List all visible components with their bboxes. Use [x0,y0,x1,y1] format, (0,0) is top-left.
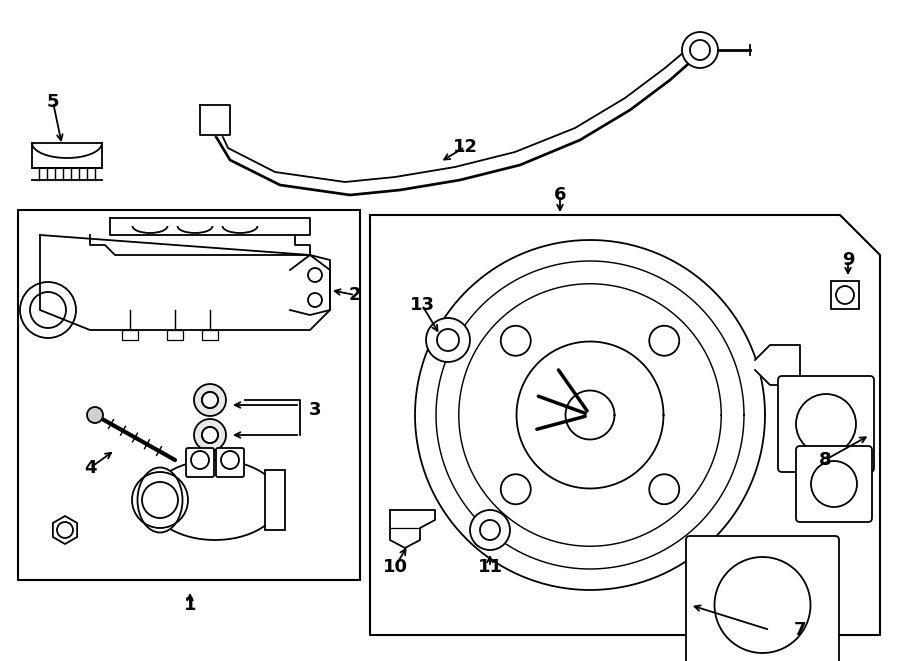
FancyBboxPatch shape [796,446,872,522]
Wedge shape [194,419,226,451]
Text: 5: 5 [47,93,59,111]
Text: 3: 3 [309,401,321,419]
Polygon shape [755,345,800,385]
Wedge shape [194,384,226,416]
Text: 13: 13 [410,296,435,314]
Ellipse shape [150,460,280,540]
Polygon shape [90,235,310,255]
Polygon shape [200,105,230,135]
Circle shape [437,329,459,351]
Text: 1: 1 [184,596,196,614]
Bar [32,143,102,168]
FancyBboxPatch shape [686,536,839,661]
Circle shape [202,427,218,443]
Circle shape [87,407,103,423]
Text: 12: 12 [453,138,478,156]
Bar [18,210,360,580]
Bar [167,330,183,340]
Text: 6: 6 [554,186,566,204]
Text: 9: 9 [842,251,854,269]
Ellipse shape [138,467,183,533]
Polygon shape [40,235,330,330]
Circle shape [690,40,710,60]
Circle shape [682,32,718,68]
FancyBboxPatch shape [216,448,244,477]
Bar [202,330,218,340]
Polygon shape [390,510,435,548]
Polygon shape [53,516,77,544]
Circle shape [480,520,500,540]
FancyBboxPatch shape [778,376,874,472]
Text: 7: 7 [794,621,806,639]
Bar [831,281,859,309]
Text: 4: 4 [84,459,96,477]
Text: 10: 10 [382,558,408,576]
Text: 8: 8 [819,451,832,469]
Text: 2: 2 [349,286,361,304]
Circle shape [202,392,218,408]
Circle shape [426,318,470,362]
Polygon shape [370,215,880,635]
Bar [122,330,138,340]
Bar [265,470,285,530]
FancyBboxPatch shape [186,448,214,477]
Text: 11: 11 [478,558,502,576]
Circle shape [470,510,510,550]
Polygon shape [110,218,310,235]
